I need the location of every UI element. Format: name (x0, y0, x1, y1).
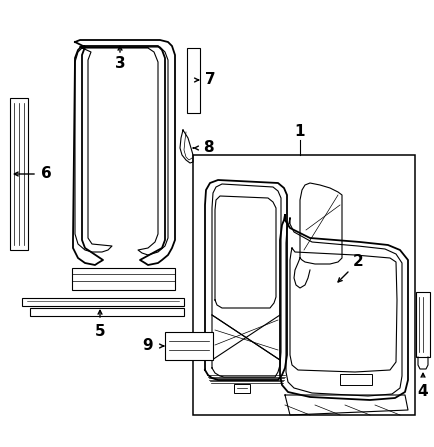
Text: 6: 6 (41, 166, 51, 181)
Bar (187, 48, 200, 113)
Text: 7: 7 (205, 72, 215, 88)
Bar (340, 374, 372, 385)
Bar (234, 384, 250, 393)
Text: 8: 8 (203, 140, 214, 156)
Text: 9: 9 (143, 338, 153, 354)
Text: 5: 5 (95, 325, 105, 340)
Bar (30, 308, 184, 316)
Bar (10, 98, 28, 250)
Text: 2: 2 (352, 254, 363, 270)
Bar (416, 292, 430, 357)
Text: 4: 4 (418, 384, 428, 400)
Bar (72, 268, 175, 290)
Text: 3: 3 (115, 56, 125, 72)
Bar (165, 332, 213, 360)
Bar (22, 298, 184, 306)
Bar (193, 155, 415, 415)
Text: 1: 1 (295, 125, 305, 139)
